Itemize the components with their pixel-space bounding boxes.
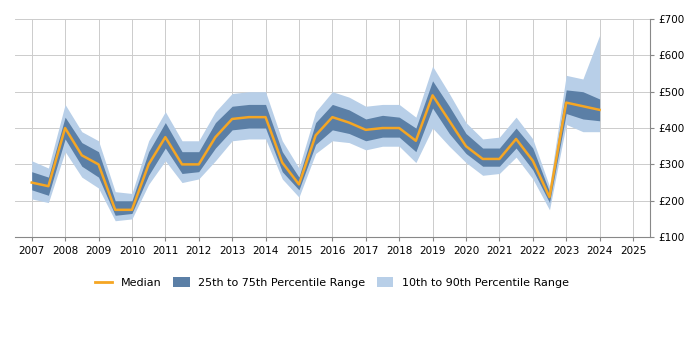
Legend: Median, 25th to 75th Percentile Range, 10th to 90th Percentile Range: Median, 25th to 75th Percentile Range, 1… — [91, 273, 574, 293]
